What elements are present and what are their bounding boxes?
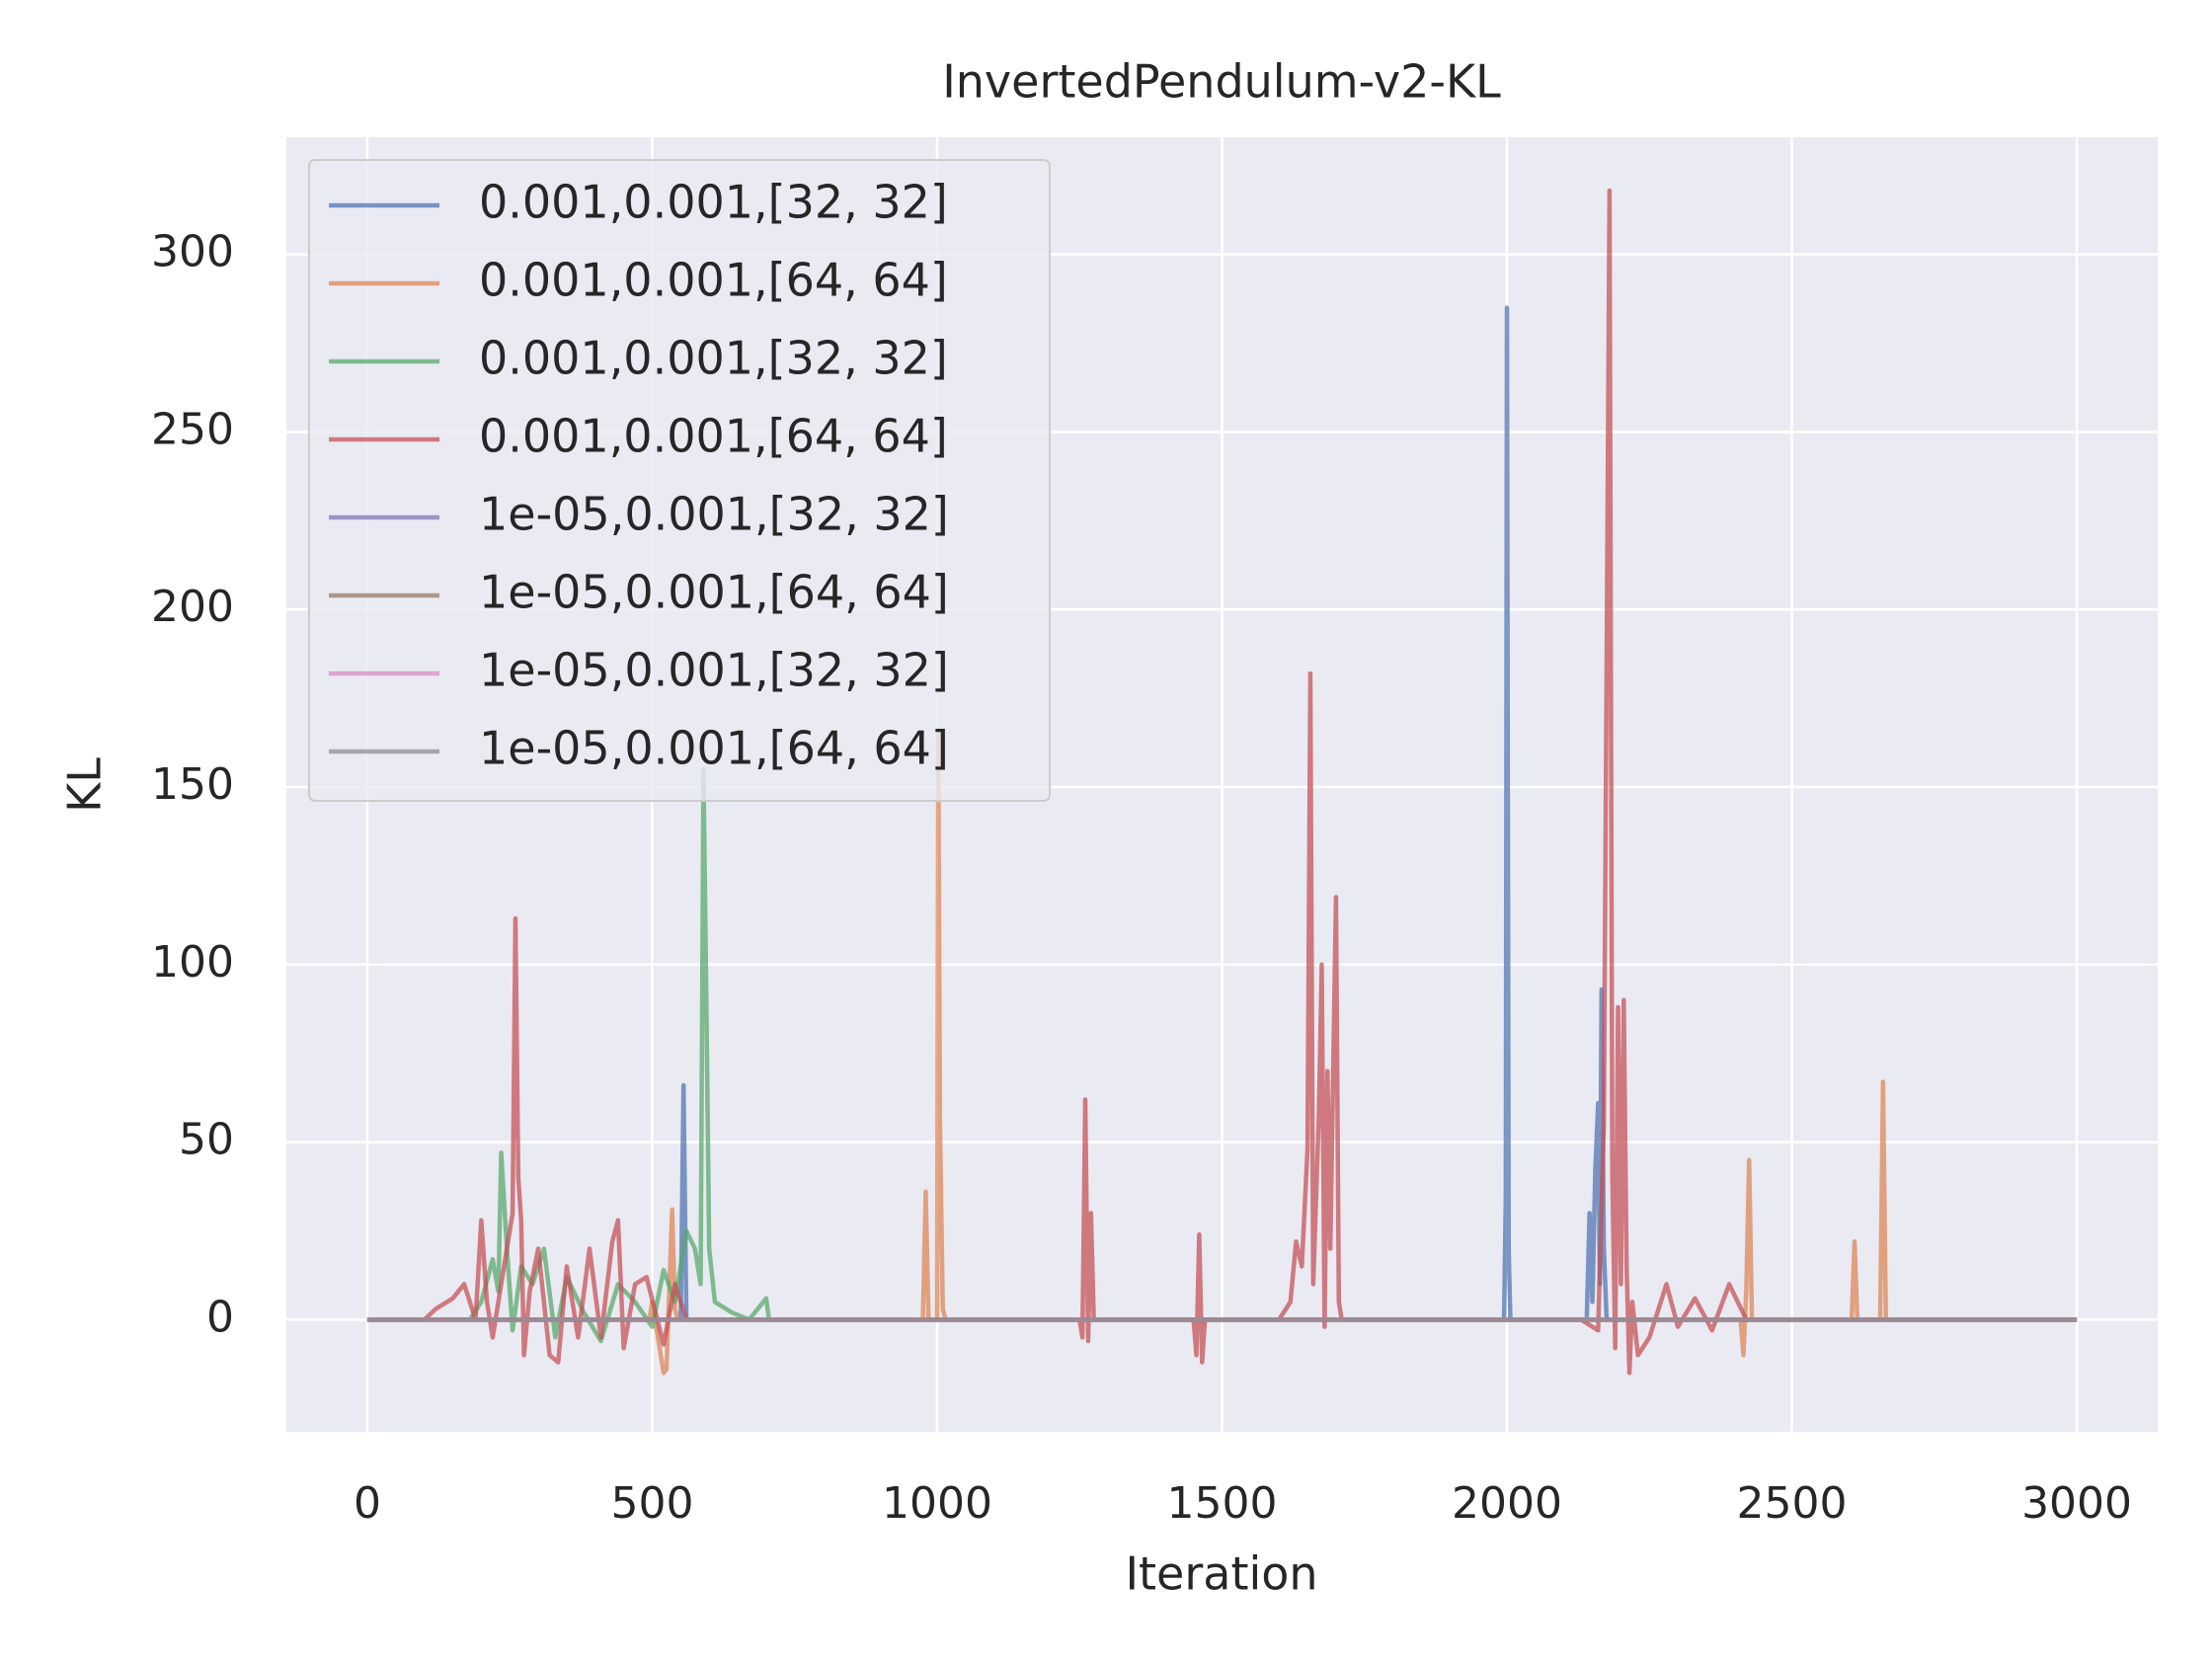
chart-title: InvertedPendulum-v2-KL [942,55,1501,109]
x-tick-label: 1000 [882,1478,992,1529]
y-tick-label: 50 [179,1115,234,1165]
series-line [366,731,2078,1376]
x-tick-label: 2000 [1452,1478,1562,1529]
legend-label: 0.001,0.001,[32, 32] [479,176,948,229]
series-line [366,766,2078,1344]
x-tick-label: 0 [354,1478,381,1529]
x-tick-label: 500 [610,1478,693,1529]
legend-label: 0.001,0.001,[64, 64] [479,410,948,463]
series-line [366,188,2078,1376]
y-tick-label: 100 [151,937,234,988]
x-tick-label: 1500 [1167,1478,1278,1529]
legend-label: 1e-05,0.001,[64, 64] [479,722,949,775]
y-tick-label: 0 [206,1292,234,1342]
legend-label: 0.001,0.001,[64, 64] [479,254,948,307]
legend-label: 1e-05,0.001,[32, 32] [479,644,949,697]
x-axis-label: Iteration [1125,1547,1317,1601]
x-tick-label: 3000 [2021,1478,2132,1529]
y-tick-label: 150 [151,759,234,810]
y-tick-label: 200 [151,582,234,632]
legend-label: 1e-05,0.001,[64, 64] [479,566,949,619]
y-tick-label: 250 [151,404,234,454]
x-tick-label: 2500 [1737,1478,1848,1529]
y-axis-label: KL [58,757,112,813]
legend-frame [308,159,1051,802]
legend-label: 0.001,0.001,[32, 32] [479,332,948,385]
legend-label: 1e-05,0.001,[32, 32] [479,488,949,541]
legend: 0.001,0.001,[32, 32] 0.001,0.001,[64, 64]… [308,159,1051,802]
y-tick-label: 300 [151,227,234,277]
